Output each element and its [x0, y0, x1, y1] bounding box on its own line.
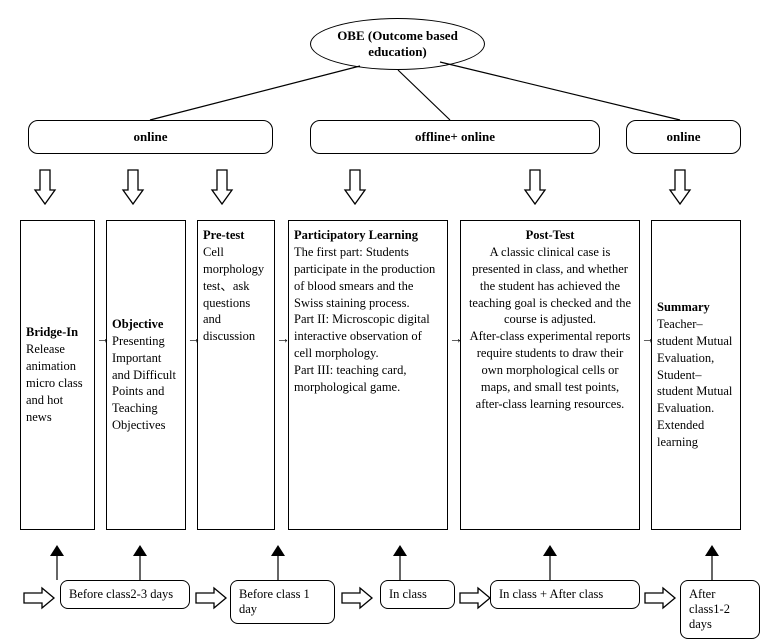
- box-title: Post-Test: [526, 228, 575, 242]
- timing-before-2-3: Before class2-3 days: [60, 580, 190, 609]
- box-body: Teacher–student Mutual Evaluation, Stude…: [657, 316, 735, 451]
- mode-label: online: [134, 129, 168, 144]
- mode-mixed: offline+ online: [310, 120, 600, 154]
- box-summary: Summary Teacher–student Mutual Evaluatio…: [651, 220, 741, 530]
- up-triangle-icon: [271, 545, 285, 556]
- box-body: The first part: Students participate in …: [294, 245, 435, 394]
- up-triangle-icon: [50, 545, 64, 556]
- flow-arrow-icon: →: [276, 332, 290, 348]
- timing-label: In class: [389, 587, 427, 601]
- up-triangle-icon: [393, 545, 407, 556]
- box-title: Objective: [112, 316, 180, 333]
- box-bridge-in: Bridge-In Release animation micro class …: [20, 220, 95, 530]
- box-title: Bridge-In: [26, 324, 89, 341]
- box-title: Participatory Learning: [294, 228, 418, 242]
- timing-label: Before class2-3 days: [69, 587, 173, 601]
- timing-after-1-2: After class1-2 days: [680, 580, 760, 639]
- box-body: A classic clinical case is presented in …: [469, 245, 631, 411]
- box-title: Summary: [657, 299, 735, 316]
- root-label: OBE (Outcome based education): [321, 28, 474, 60]
- box-title: Pre-test: [203, 228, 244, 242]
- timing-in-class: In class: [380, 580, 455, 609]
- box-body: Cell morphology test、ask questions and d…: [203, 245, 264, 343]
- flow-arrow-icon: →: [641, 332, 655, 348]
- flow-arrow-icon: →: [187, 332, 201, 348]
- flow-arrow-icon: →: [449, 332, 463, 348]
- timing-label: Before class 1 day: [239, 587, 310, 616]
- box-participatory: Participatory Learning The first part: S…: [288, 220, 448, 530]
- root-ellipse: OBE (Outcome based education): [310, 18, 485, 70]
- up-triangle-icon: [543, 545, 557, 556]
- up-triangle-icon: [133, 545, 147, 556]
- box-body: Release animation micro class and hot ne…: [26, 341, 89, 425]
- box-posttest: Post-Test A classic clinical case is pre…: [460, 220, 640, 530]
- up-triangle-icon: [705, 545, 719, 556]
- box-objective: Objective Presenting Important and Diffi…: [106, 220, 186, 530]
- timing-label: After class1-2 days: [689, 587, 730, 631]
- mode-label: offline+ online: [415, 129, 495, 144]
- mode-label: online: [667, 129, 701, 144]
- mode-online-right: online: [626, 120, 741, 154]
- box-body: Presenting Important and Difficult Point…: [112, 333, 180, 434]
- timing-label: In class + After class: [499, 587, 603, 601]
- mode-online-left: online: [28, 120, 273, 154]
- timing-in-after: In class + After class: [490, 580, 640, 609]
- timing-before-1: Before class 1 day: [230, 580, 335, 624]
- box-pretest: Pre-test Cell morphology test、ask questi…: [197, 220, 275, 530]
- flow-arrow-icon: →: [96, 332, 110, 348]
